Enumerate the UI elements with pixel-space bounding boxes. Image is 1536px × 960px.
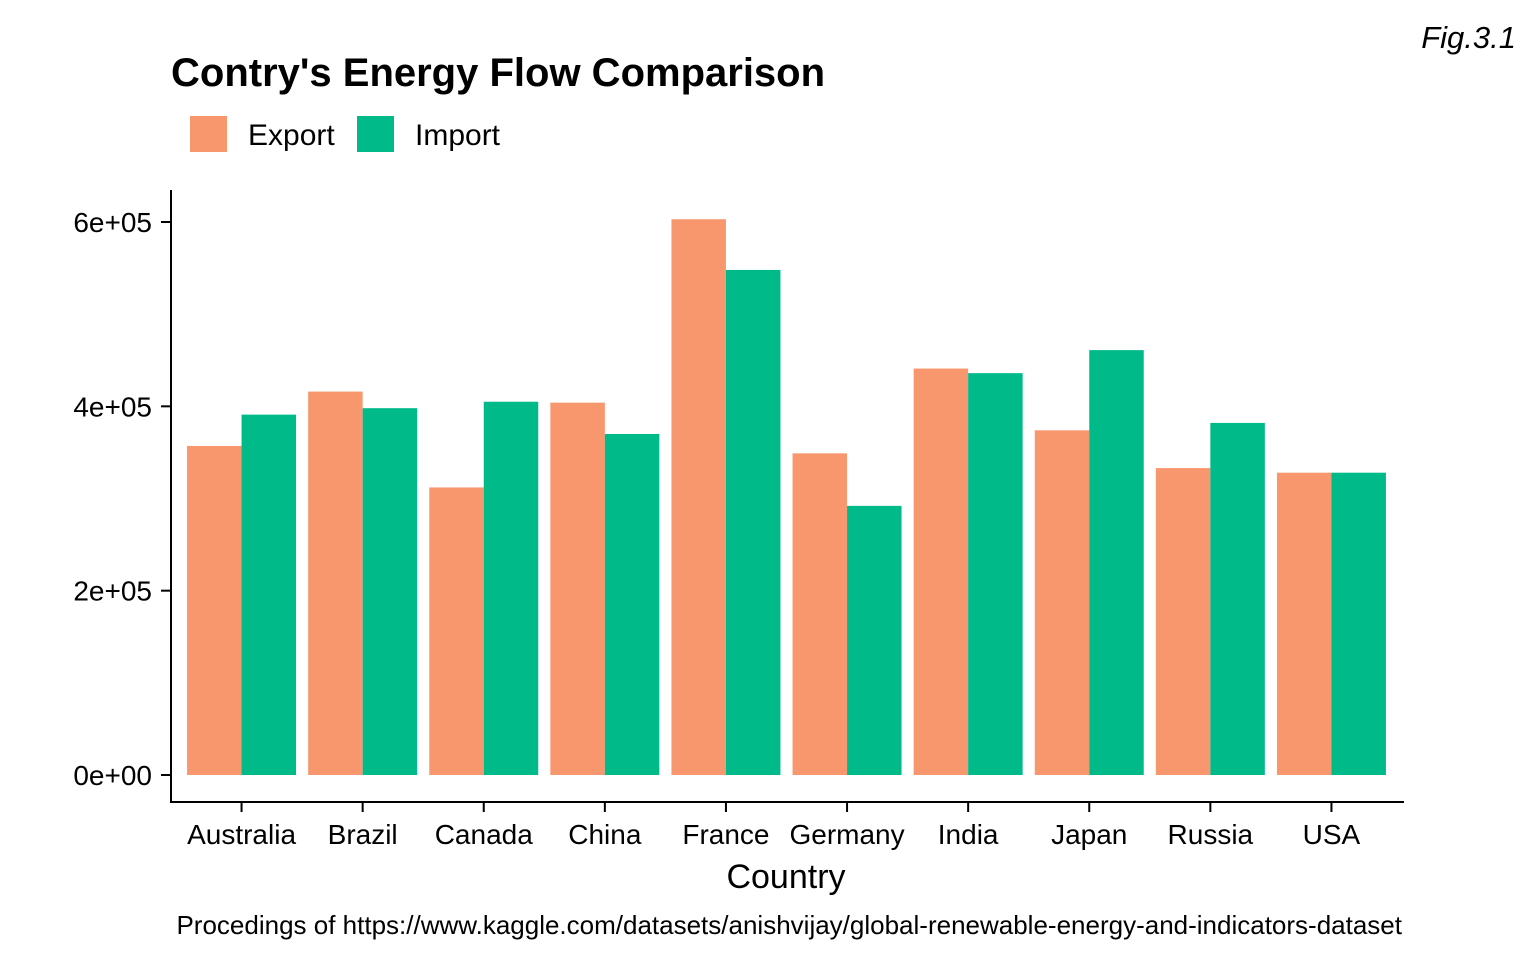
bars-layer [187,219,1386,776]
bar-export-canada [429,487,484,775]
bar-import-usa [1331,472,1386,775]
bar-import-germany [847,505,902,775]
bar-export-india [913,368,969,775]
bar-import-india [968,373,1023,775]
legend-swatch-import [357,116,394,152]
bar-import-brazil [362,408,418,775]
x-tick-label-france: France [682,819,769,850]
bar-export-france [671,219,726,776]
chart-title: Contry's Energy Flow Comparison [171,51,825,95]
bar-import-china [604,433,660,775]
bar-export-brazil [308,391,363,775]
bar-import-australia [241,414,297,775]
figure-label: Fig.3.1 [1421,20,1516,55]
y-tick-label: 2e+05 [73,576,152,607]
legend: Export Import [190,116,501,152]
caption: Procedings of https://www.kaggle.com/dat… [176,910,1402,940]
legend-swatch-export [190,116,227,152]
x-tick-label-china: China [568,819,642,850]
x-axis-ticks: Australia Brazil Canada China France Germany I… [187,802,1361,850]
bar-import-canada [483,401,539,775]
bar-import-russia [1210,422,1265,775]
x-tick-label-canada: Canada [435,819,534,850]
legend-label-export: Export [248,119,335,152]
y-tick-label: 0e+00 [73,760,152,791]
bar-import-japan [1089,350,1144,775]
x-tick-label-australia: Australia [187,819,296,850]
y-axis-ticks: 0e+00 2e+05 4e+05 6e+05 [73,207,171,791]
x-tick-label-russia: Russia [1168,819,1254,850]
x-tick-label-brazil: Brazil [328,819,398,850]
y-tick-label: 6e+05 [73,207,152,238]
x-axis-title: Country [726,858,845,896]
bar-export-australia [187,445,242,775]
bar-export-russia [1155,468,1211,775]
bar-import-france [725,269,781,775]
x-tick-label-usa: USA [1303,819,1361,850]
bar-export-japan [1034,430,1090,775]
y-tick-label: 4e+05 [73,391,152,422]
bar-export-germany [792,453,848,775]
x-tick-label-germany: Germany [789,819,904,850]
legend-label-import: Import [415,119,501,152]
bar-export-china [550,402,605,775]
x-tick-label-india: India [938,819,999,850]
bar-export-usa [1276,472,1332,775]
x-tick-label-japan: Japan [1051,819,1127,850]
